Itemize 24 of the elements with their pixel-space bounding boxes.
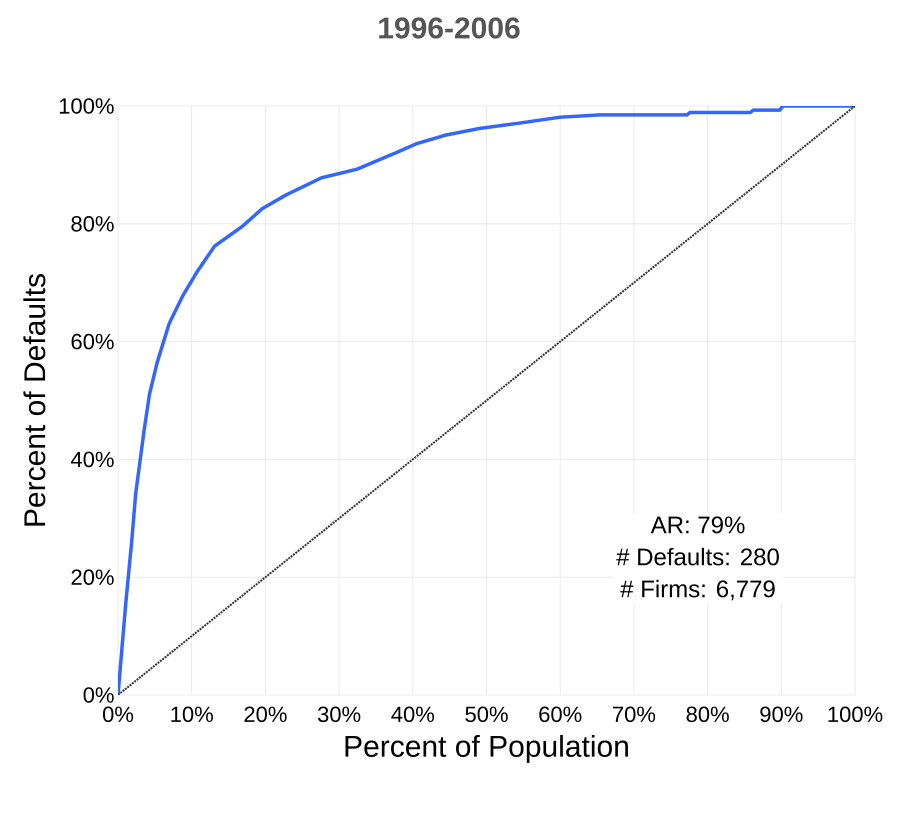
y-tick-label: 80% [71, 216, 114, 232]
x-tick-label: 70% [613, 706, 656, 722]
x-tick-label: 50% [465, 706, 508, 722]
annotation: AR: 79% [650, 516, 744, 534]
x-axis-title: Percent of Population [346, 734, 628, 763]
x-tick-label: 20% [244, 706, 287, 722]
x-tick-label: 0% [102, 706, 134, 722]
y-tick-label: 20% [72, 569, 114, 585]
x-tick-label: 10% [171, 706, 213, 722]
x-tick-label: 100% [828, 706, 882, 722]
y-tick-label: 100% [60, 98, 114, 114]
y-tick-label: 0% [84, 687, 114, 703]
annotation: # Defaults: 280 [616, 548, 779, 566]
annotation: # Firms: 6,779 [620, 580, 775, 600]
x-tick-label: 30% [318, 706, 360, 722]
x-tick-label: 40% [391, 706, 434, 722]
y-axis-title: Percent of Defaults [23, 274, 46, 526]
chart-title: 1996-2006 [379, 17, 520, 39]
y-tick-label: 60% [72, 334, 114, 350]
line-series [118, 106, 856, 695]
x-tick-label: 90% [760, 706, 803, 722]
x-tick-label: 80% [686, 706, 729, 722]
y-tick-label: 40% [70, 452, 114, 468]
x-tick-label: 60% [539, 706, 582, 722]
